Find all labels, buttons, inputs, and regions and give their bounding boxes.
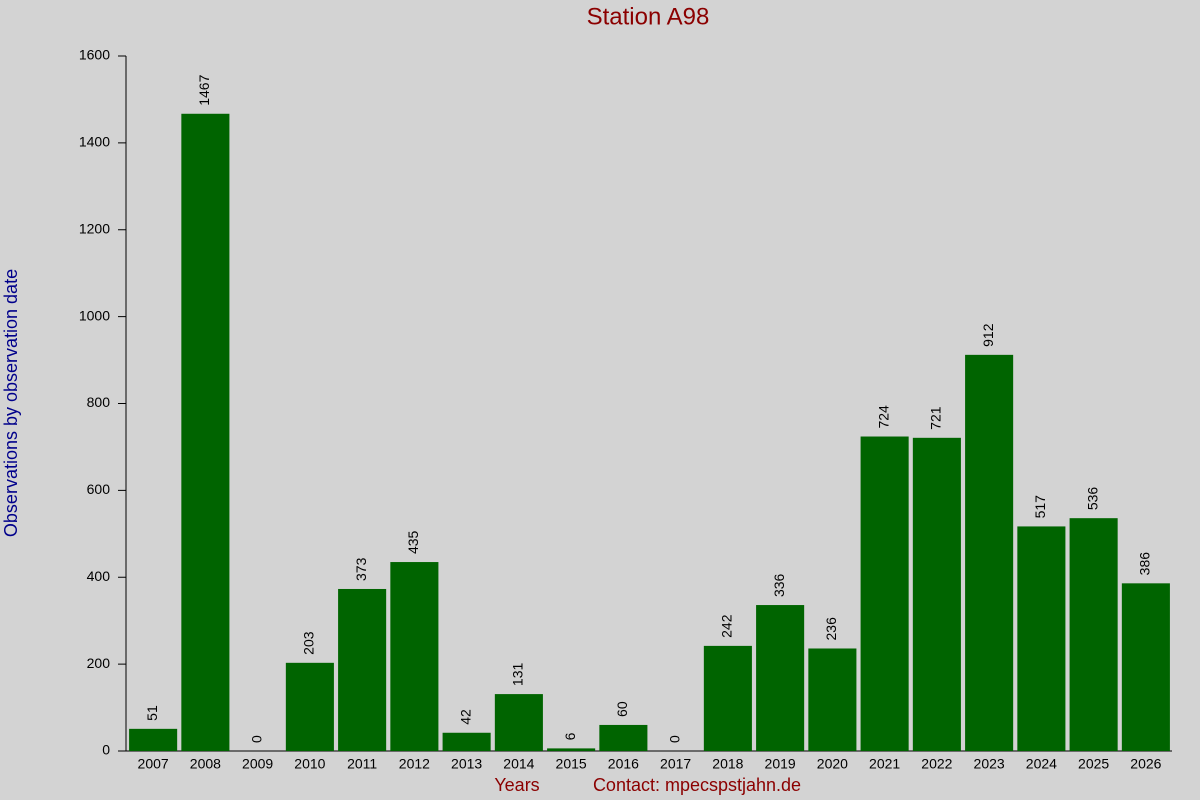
y-tick-label: 800 xyxy=(87,394,111,410)
value-label: 435 xyxy=(405,530,421,554)
bar xyxy=(285,662,334,751)
y-axis-label: Observations by observation date xyxy=(1,269,21,537)
x-tick-label: 2021 xyxy=(869,756,900,772)
value-label: 912 xyxy=(980,323,996,347)
bar xyxy=(1121,583,1170,751)
x-tick-label: 2025 xyxy=(1078,756,1109,772)
value-label: 131 xyxy=(510,663,526,687)
y-tick-label: 1000 xyxy=(79,307,110,323)
y-tick-label: 600 xyxy=(87,481,111,497)
value-label: 336 xyxy=(771,573,787,597)
x-tick-label: 2007 xyxy=(138,756,169,772)
value-label: 0 xyxy=(248,735,264,743)
chart-title: Station A98 xyxy=(587,3,710,30)
x-tick-label: 2018 xyxy=(712,756,743,772)
bar xyxy=(756,605,805,751)
value-label: 386 xyxy=(1137,552,1153,576)
y-tick-label: 0 xyxy=(102,742,110,758)
x-tick-label: 2010 xyxy=(294,756,325,772)
y-tick-label: 1600 xyxy=(79,47,110,63)
x-tick-label: 2022 xyxy=(921,756,952,772)
x-axis-label: Years xyxy=(494,775,539,795)
x-tick-label: 2015 xyxy=(556,756,587,772)
bar xyxy=(912,437,961,751)
y-tick-label: 1400 xyxy=(79,134,110,150)
bar xyxy=(338,588,387,751)
value-label: 6 xyxy=(562,732,578,740)
value-label: 51 xyxy=(144,705,160,721)
value-label: 724 xyxy=(875,405,891,429)
x-tick-label: 2009 xyxy=(242,756,273,772)
x-tick-label: 2026 xyxy=(1130,756,1161,772)
x-tick-label: 2024 xyxy=(1026,756,1057,772)
x-tick-label: 2014 xyxy=(503,756,534,772)
bar xyxy=(599,724,648,751)
bar xyxy=(860,436,909,751)
x-tick-label: 2012 xyxy=(399,756,430,772)
x-tick-label: 2013 xyxy=(451,756,482,772)
bar xyxy=(703,645,752,751)
bar xyxy=(1017,526,1066,751)
x-tick-label: 2023 xyxy=(974,756,1005,772)
x-tick-label: 2020 xyxy=(817,756,848,772)
bar xyxy=(1069,518,1118,751)
value-label: 203 xyxy=(301,631,317,655)
x-tick-label: 2016 xyxy=(608,756,639,772)
value-label: 721 xyxy=(928,406,944,430)
bar xyxy=(390,562,439,751)
value-label: 0 xyxy=(666,735,682,743)
value-label: 536 xyxy=(1084,487,1100,511)
x-tick-label: 2008 xyxy=(190,756,221,772)
value-label: 242 xyxy=(719,614,735,638)
bar xyxy=(965,354,1014,751)
value-label: 517 xyxy=(1032,495,1048,519)
value-label: 60 xyxy=(614,701,630,717)
footer: Contact: mpecspstjahn.de xyxy=(593,775,801,795)
x-tick-label: 2011 xyxy=(347,756,377,772)
y-tick-label: 200 xyxy=(87,655,111,671)
bar xyxy=(547,748,596,751)
bar xyxy=(129,728,178,751)
bar xyxy=(808,648,857,751)
value-label: 42 xyxy=(457,709,473,725)
x-tick-label: 2019 xyxy=(765,756,796,772)
y-tick-label: 1200 xyxy=(79,220,110,236)
value-label: 1467 xyxy=(196,74,212,105)
x-tick-label: 2017 xyxy=(660,756,691,772)
value-label: 236 xyxy=(823,617,839,641)
bar xyxy=(494,694,543,751)
bar xyxy=(442,732,491,751)
y-tick-label: 400 xyxy=(87,568,111,584)
bar xyxy=(181,113,230,752)
value-label: 373 xyxy=(353,557,369,581)
